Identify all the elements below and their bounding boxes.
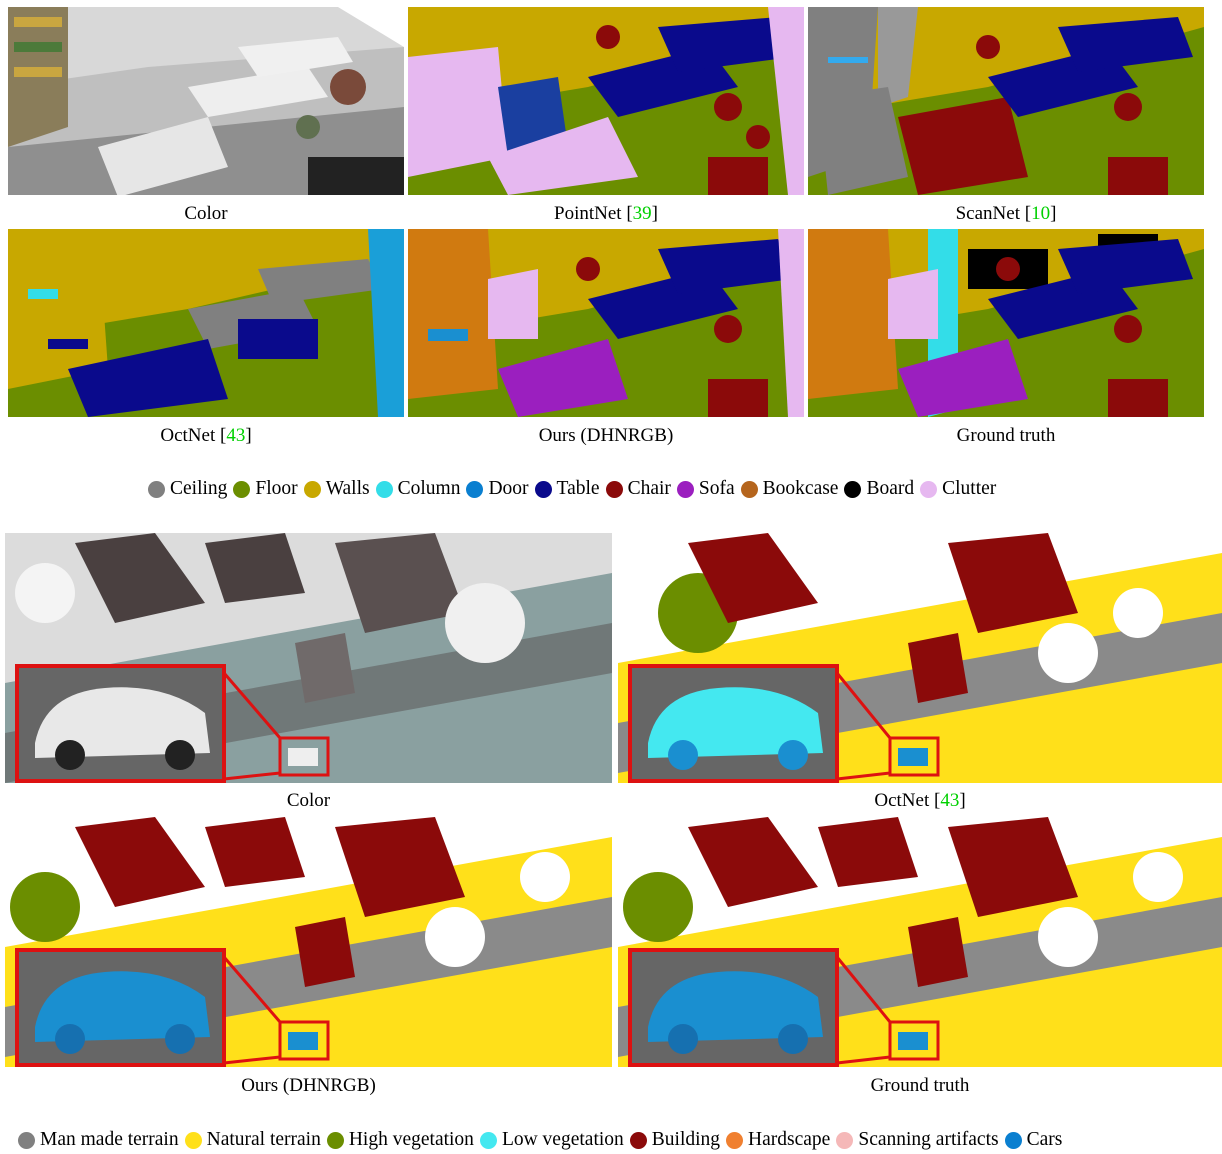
legend-swatch — [605, 480, 623, 498]
citation-link[interactable]: 10 — [1031, 203, 1051, 224]
legend-item: Man made terrain — [18, 1129, 179, 1151]
legend-label: Table — [556, 478, 600, 499]
legend-item: Bookcase — [740, 478, 839, 500]
legend-swatch — [920, 480, 938, 498]
legend-swatch — [479, 1131, 497, 1149]
caption-outdoor-ground-truth: Ground truth — [870, 1075, 970, 1096]
legend-swatch — [740, 480, 758, 498]
legend-label: Bookcase — [762, 478, 839, 499]
legend-swatch — [326, 1131, 344, 1149]
legend-swatch — [629, 1131, 647, 1149]
legend-item: Low vegetation — [479, 1129, 624, 1151]
outdoor-color-image — [5, 533, 612, 783]
legend-label: Column — [397, 478, 461, 499]
legend-item: Walls — [303, 478, 370, 500]
legend-label: Sofa — [698, 478, 735, 499]
caption-indoor-pointnet: PointNet [39] — [554, 203, 658, 224]
legend-label: High vegetation — [348, 1129, 474, 1150]
legend-item: Building — [629, 1129, 721, 1151]
legend-item: Table — [534, 478, 600, 500]
legend-item: Column — [375, 478, 461, 500]
legend-label: Door — [488, 478, 529, 499]
indoor-class-legend: Ceiling Floor Walls Column Door Table Chair Sof… — [148, 478, 1002, 500]
caption-indoor-ours: Ours (DHNRGB) — [538, 425, 674, 446]
legend-swatch — [1004, 1131, 1022, 1149]
legend-swatch — [18, 1131, 35, 1149]
indoor-ours-image — [408, 229, 804, 417]
legend-item: Clutter — [920, 478, 996, 500]
legend-label: Clutter — [942, 478, 997, 499]
outdoor-octnet-image — [618, 533, 1222, 783]
legend-item: Hardscape — [726, 1129, 830, 1151]
legend-item: Ceiling — [148, 478, 227, 500]
legend-item: Board — [844, 478, 914, 500]
legend-swatch — [676, 480, 694, 498]
indoor-color-image — [8, 7, 404, 195]
legend-swatch — [534, 480, 552, 498]
legend-swatch — [836, 1131, 854, 1149]
legend-swatch — [375, 480, 393, 498]
legend-swatch — [466, 480, 484, 498]
legend-label: Natural terrain — [206, 1129, 321, 1150]
legend-swatch — [844, 480, 862, 498]
legend-label: Chair — [627, 478, 671, 499]
caption-indoor-scannet: ScanNet [10] — [955, 203, 1057, 224]
legend-item: High vegetation — [326, 1129, 474, 1151]
legend-item: Natural terrain — [184, 1129, 321, 1151]
indoor-ground-truth-image — [808, 229, 1204, 417]
legend-item: Scanning artifacts — [836, 1129, 999, 1151]
citation-link[interactable]: 39 — [632, 203, 652, 224]
legend-label: Walls — [325, 478, 370, 499]
caption-outdoor-color: Color — [286, 790, 331, 811]
legend-swatch — [726, 1131, 744, 1149]
indoor-pointnet-image — [408, 7, 804, 195]
legend-label: Board — [866, 478, 915, 499]
legend-swatch — [184, 1131, 202, 1149]
caption-indoor-ground-truth: Ground truth — [956, 425, 1056, 446]
citation-link[interactable]: 43 — [226, 425, 246, 446]
legend-item: Sofa — [676, 478, 735, 500]
caption-indoor-color: Color — [184, 203, 228, 224]
legend-swatch — [303, 480, 321, 498]
caption-outdoor-ours: Ours (DHNRGB) — [241, 1075, 376, 1096]
outdoor-ground-truth-image — [618, 817, 1222, 1067]
legend-item: Cars — [1004, 1129, 1063, 1151]
legend-label: Scanning artifacts — [858, 1129, 999, 1150]
legend-item: Chair — [605, 478, 671, 500]
legend-label: Ceiling — [170, 478, 228, 499]
legend-swatch — [148, 480, 165, 498]
legend-label: Hardscape — [748, 1129, 831, 1150]
legend-label: Man made terrain — [40, 1129, 179, 1150]
legend-label: Low vegetation — [501, 1129, 624, 1150]
outdoor-ours-image — [5, 817, 612, 1067]
caption-outdoor-octnet: OctNet [43] — [874, 790, 966, 811]
indoor-scannet-image — [808, 7, 1204, 195]
legend-item: Floor — [233, 478, 298, 500]
legend-label: Cars — [1026, 1129, 1063, 1150]
legend-swatch — [233, 480, 251, 498]
indoor-octnet-image — [8, 229, 404, 417]
legend-label: Building — [651, 1129, 721, 1150]
legend-item: Door — [466, 478, 529, 500]
citation-link[interactable]: 43 — [940, 790, 960, 811]
legend-label: Floor — [255, 478, 298, 499]
outdoor-class-legend: Man made terrain Natural terrain High vege… — [18, 1129, 1068, 1151]
caption-indoor-octnet: OctNet [43] — [160, 425, 252, 446]
